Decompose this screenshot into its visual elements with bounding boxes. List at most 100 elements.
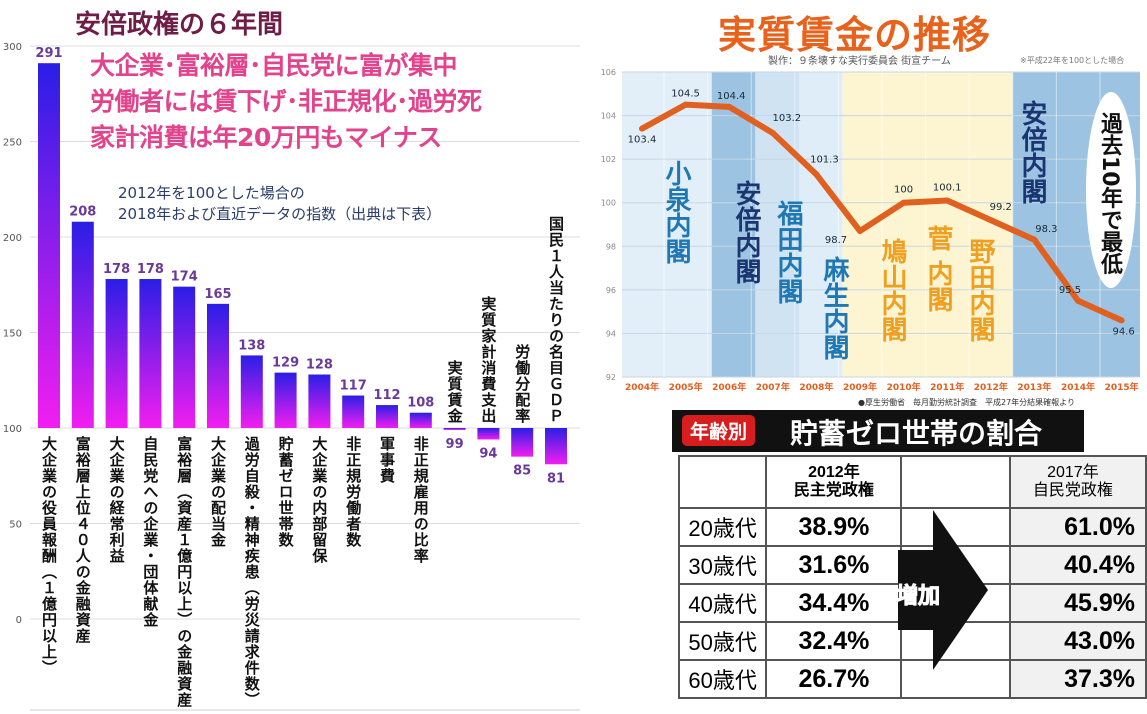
col-2017-party: 自民党政権 [1032,482,1113,499]
data-point [769,130,776,136]
bar-value-label: 81 [547,471,565,486]
bar [240,355,263,428]
value-2017-cell: 43.0% [1008,621,1147,661]
cabinet-label: 菅 内閣 [923,225,953,313]
value-2012-cell: 38.9% [765,507,903,547]
x-tick-label: 2009年 [843,381,877,393]
left-chart-title: 安倍政権の６年間 [75,10,284,40]
col-2012-header: 2012年 民主党政権 [765,455,903,509]
increase-label: 増加 [895,584,941,610]
age-cell: 30歳代 [677,545,768,585]
x-tick-label: 2012年 [974,381,1008,393]
bar-value-label: 129 [272,356,299,371]
increase-arrow-icon [898,510,988,670]
table-row: 50歳代 32.4% 43.0% [677,621,1147,661]
bar [342,395,365,428]
bar [511,428,534,457]
bar [71,221,94,428]
bar [38,63,60,428]
data-point [987,217,994,224]
value-2017-cell: 37.3% [1008,659,1147,699]
arrow-cell [901,507,1010,547]
zero-savings-table: 2012年 民主党政権 2017年 自民党政権 20歳代 38.9% 61.0% 30… [677,455,1147,699]
y-tick-label: 96 [606,286,616,295]
y-tick-label: 102 [601,155,616,164]
corner-cell [677,455,768,509]
bar-value-label: 112 [373,388,400,403]
y-tick-label: 104 [601,112,616,121]
data-point [1075,297,1081,304]
cabinet-label: 麻生内閣 [819,256,849,360]
category-label: 非正規労働者数 [344,436,363,548]
bar [139,279,162,428]
cabinet-label: 安倍内閣 [731,180,761,284]
x-tick-label: 2004年 [625,381,659,393]
cabinet-label: 野田内閣 [965,238,995,342]
data-label: 104.5 [671,89,700,100]
col-2017-year: 2017年 [1047,464,1099,481]
y-tick-label: 50 [9,520,22,531]
data-point [1118,317,1125,324]
bar [545,428,567,465]
category-label: 自民党への企業・団体献金 [141,436,160,628]
value-2012-cell: 26.7% [765,659,903,699]
bar-value-label: 178 [137,262,164,277]
cabinet-label: 小泉内閣 [661,160,691,264]
category-label: 非正規雇用の比率 [411,436,430,564]
y-tick-label: 106 [601,68,616,77]
bar-value-label: 94 [479,446,497,461]
data-label: 95.5 [1059,285,1081,296]
value-2012-cell: 32.4% [765,621,903,661]
arrow-cell [901,455,1010,509]
cabinet-band [711,72,756,377]
data-point [813,171,820,178]
x-tick-label: 2008年 [799,381,833,393]
credit-text: 製作：９条壊すな実行委員会 街宣チーム [768,56,951,67]
bar-value-label: 165 [204,287,231,302]
arrow-cell [901,659,1010,699]
data-label: 98.7 [825,235,847,246]
category-label: 大企業の配当金 [209,436,227,548]
category-label: 大企業の経常利益 [107,436,126,564]
table-title: 貯蓄ゼロ世帯の割合 [790,417,1043,450]
x-tick-label: 2005年 [669,381,703,393]
source-note: ●厚生労働省 毎月勤労統計調査 平成27年分結果確報より [858,398,1075,407]
bar [477,428,500,440]
data-label: 94.6 [1112,326,1134,337]
bar-value-label: 128 [306,358,333,373]
base-note: ※平成22年を100とした場合 [1020,56,1125,65]
wage-chart-title: 実質賃金の推移 [718,13,992,57]
table-row: 20歳代 38.9% 61.0% [677,507,1147,547]
category-label: 貯蓄ゼロ世帯数 [276,436,295,548]
x-tick-label: 2010年 [887,381,921,393]
value-2012-cell: 31.6% [765,545,903,585]
bar-value-label: 85 [513,464,531,479]
value-2017-cell: 40.4% [1008,545,1147,585]
bar [443,428,466,430]
category-label: 大企業の役員報酬（１億円以上） [40,436,58,676]
cabinet-label: 安倍内閣 [1017,100,1047,204]
data-label: 100.1 [933,183,962,194]
x-tick-label: 2011年 [930,381,964,393]
cabinet-label: 鳩山内閣 [877,238,907,342]
y-tick-label: 100 [601,199,616,208]
cabinet-band [755,72,799,377]
callout-text: 過去10年で最低 [1097,112,1122,275]
y-tick-label: 92 [606,373,616,382]
bar-value-label: 291 [35,46,62,61]
data-label: 103.4 [628,135,657,146]
value-2017-cell: 61.0% [1008,507,1147,547]
bar [173,286,196,428]
x-tick-label: 2006年 [712,381,746,393]
data-label: 100 [894,185,913,196]
category-label: 労働分配率 [513,344,532,424]
col-2017-header: 2017年 自民党政権 [1008,455,1147,509]
y-tick-label: 300 [3,42,22,53]
left-bar-chart: 0 50 100 150 200 250 300 291 208 178 178 174 165 138 1… [3,42,580,711]
data-point [682,101,689,108]
x-tick-label: 2014年 [1061,381,1095,393]
index-note-line-1: 2012年を100とした場合の [118,184,305,202]
category-label: 大企業の内部留保 [310,436,329,564]
bar [105,279,128,428]
bar-value-label: 174 [171,270,198,285]
